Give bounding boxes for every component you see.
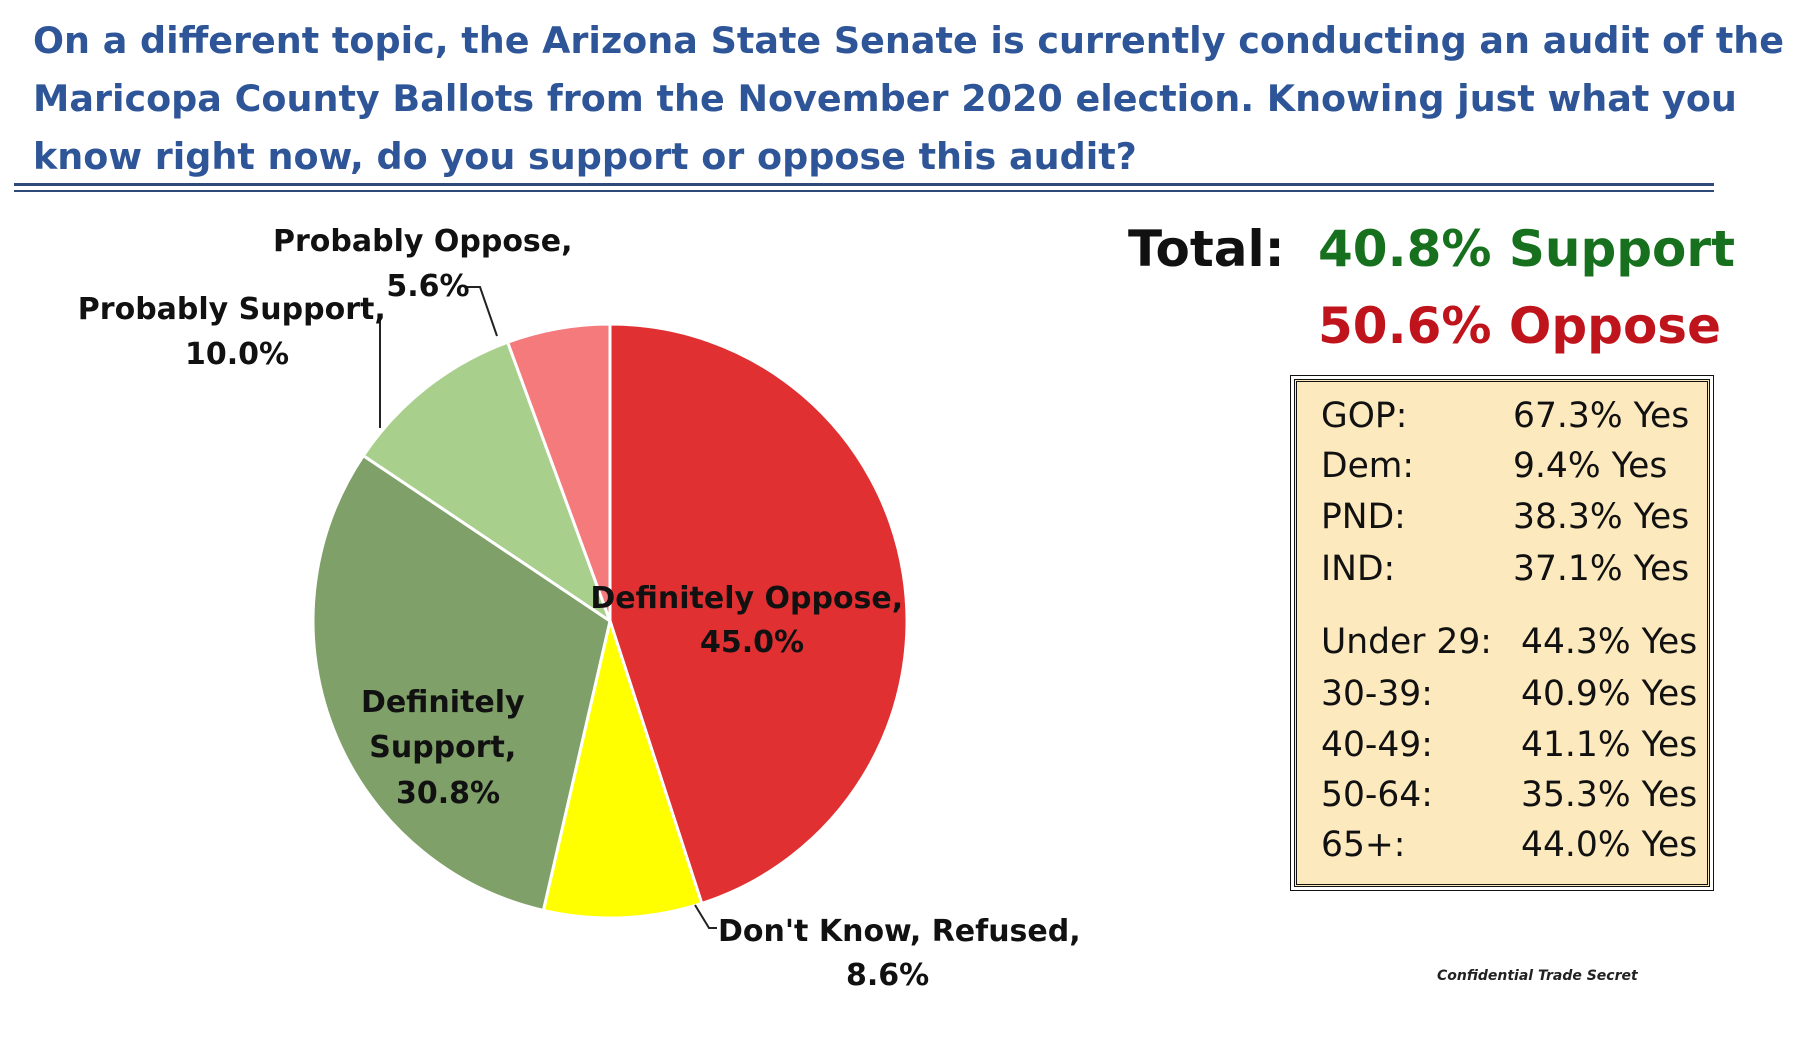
group-value: 9.4% Yes (1513, 446, 1668, 486)
label-line: 10.0% (185, 337, 289, 372)
breakdown-row-dem: Dem: 9.4% Yes (1321, 446, 1667, 486)
pie-slice-definitely-support (311, 453, 612, 913)
group-value: 44.3% Yes (1521, 622, 1698, 662)
pie-slice-probably-support (361, 340, 613, 625)
total-label: Total: (1128, 220, 1285, 278)
leader-line-dont-know (694, 904, 717, 929)
label-line: Definitely Oppose, (590, 581, 903, 616)
breakdown-row-gop: GOP: 67.3% Yes (1321, 396, 1689, 436)
title-divider (14, 183, 1714, 186)
pie-slice-don-t-know-refused (541, 615, 704, 920)
label-line: Support, (369, 730, 516, 765)
group-label: Under 29: (1321, 622, 1492, 662)
breakdown-row-65-plus: 65+: 44.0% Yes (1321, 825, 1697, 865)
title-divider-thin (14, 190, 1714, 192)
slice-label-probably-support: Probably Support, 10.0% (78, 292, 396, 372)
label-line: 5.6% (386, 269, 469, 304)
label-line: 8.6% (846, 958, 929, 993)
breakdown-row-50-64: 50-64: 35.3% Yes (1321, 775, 1697, 815)
group-value: 44.0% Yes (1521, 825, 1698, 865)
group-label: PND: (1321, 497, 1406, 537)
leader-line-probably-oppose (467, 286, 498, 337)
group-label: GOP: (1321, 396, 1408, 436)
slice-label-definitely-support: Definitely Support, 30.8% (361, 685, 535, 811)
slice-label-dont-know: Don't Know, Refused, 8.6% (718, 914, 1091, 993)
label-line: Probably Oppose, (273, 224, 573, 259)
slice-label-definitely-oppose: Definitely Oppose, 45.0% (590, 581, 913, 660)
total-support: 40.8% Support (1318, 220, 1735, 278)
group-label: Dem: (1321, 446, 1415, 486)
title-line: Maricopa County Ballots from the Novembe… (33, 77, 1737, 120)
group-value: 40.9% Yes (1521, 674, 1698, 714)
confidential-footer: Confidential Trade Secret (1437, 968, 1638, 984)
pie-chart: Definitely Oppose, 45.0% Don't Know, Ref… (78, 224, 1091, 993)
title-line: know right now, do you support or oppose… (33, 135, 1137, 178)
label-line: 30.8% (396, 776, 500, 811)
label-line: Probably Support, (78, 292, 386, 327)
total-oppose: 50.6% Oppose (1318, 297, 1721, 355)
label-line: Definitely (361, 685, 525, 720)
breakdown-row-30-39: 30-39: 40.9% Yes (1321, 674, 1697, 714)
question-title: On a different topic, the Arizona State … (33, 12, 1785, 186)
breakdown-row-ind: IND: 37.1% Yes (1321, 549, 1689, 589)
group-label: 40-49: (1321, 725, 1433, 765)
label-line: Don't Know, Refused, (718, 914, 1081, 949)
slice-label-probably-oppose: Probably Oppose, 5.6% (273, 224, 583, 304)
breakdown-row-40-49: 40-49: 41.1% Yes (1321, 725, 1697, 765)
group-label: 50-64: (1321, 775, 1433, 815)
title-line: On a different topic, the Arizona State … (33, 19, 1785, 62)
group-value: 67.3% Yes (1513, 396, 1690, 436)
group-value: 37.1% Yes (1513, 549, 1690, 589)
breakdown-row-under-29: Under 29: 44.3% Yes (1321, 622, 1697, 662)
label-line: 45.0% (700, 625, 804, 660)
pie-slice-definitely-oppose (608, 322, 909, 906)
group-value: 41.1% Yes (1521, 725, 1698, 765)
group-label: 30-39: (1321, 674, 1433, 714)
group-label: IND: (1321, 549, 1396, 589)
group-value: 38.3% Yes (1513, 497, 1690, 537)
group-label: 65+: (1321, 825, 1406, 865)
group-value: 35.3% Yes (1521, 775, 1698, 815)
breakdown-row-pnd: PND: 38.3% Yes (1321, 497, 1689, 537)
pie-slice-probably-oppose (505, 322, 612, 622)
breakdown-box: GOP: 67.3% Yes Dem: 9.4% Yes PND: 38.3% … (1290, 375, 1714, 891)
